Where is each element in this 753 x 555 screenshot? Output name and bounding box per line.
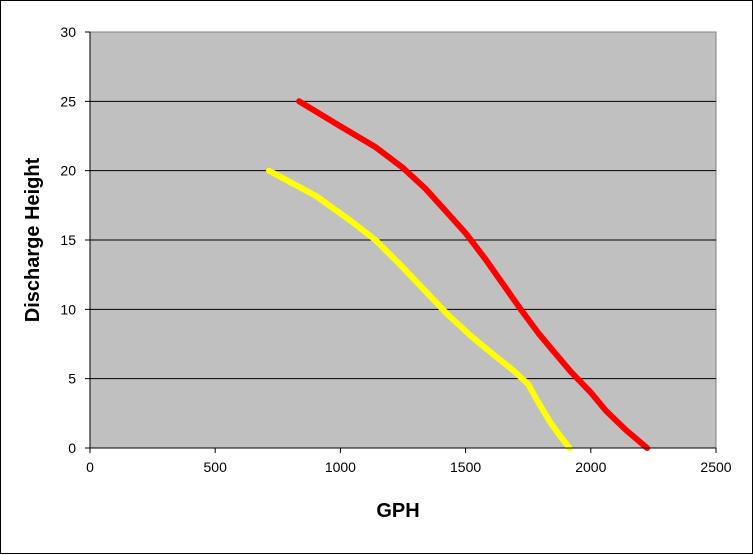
x-tick-label: 1000 xyxy=(325,459,356,475)
series-line-1 xyxy=(296,98,651,451)
x-tick-labels: 0 500 1000 1500 2000 2500 xyxy=(86,459,732,475)
series-line-2 xyxy=(266,167,573,451)
y-tick-label: 25 xyxy=(60,93,76,109)
y-tick-label: 5 xyxy=(68,371,76,387)
gridlines xyxy=(90,100,716,380)
axes-layer xyxy=(85,31,717,453)
x-tick-label: 0 xyxy=(86,459,94,475)
y-tick-label: 30 xyxy=(60,24,76,40)
series-layer xyxy=(266,98,651,451)
y-tick-label: 15 xyxy=(60,232,76,248)
x-tick-label: 500 xyxy=(204,459,228,475)
y-tick-label: 20 xyxy=(60,163,76,179)
x-tick-label: 1500 xyxy=(450,459,481,475)
x-axis-title: GPH xyxy=(376,500,419,522)
y-axis-title: Discharge Height xyxy=(22,157,44,322)
x-tick-label: 2500 xyxy=(700,459,731,475)
y-tick-labels: 0 5 10 15 20 25 30 xyxy=(60,24,76,456)
y-tick-label: 10 xyxy=(60,301,76,317)
x-tick-label: 2000 xyxy=(575,459,606,475)
y-tick-label: 0 xyxy=(68,440,76,456)
